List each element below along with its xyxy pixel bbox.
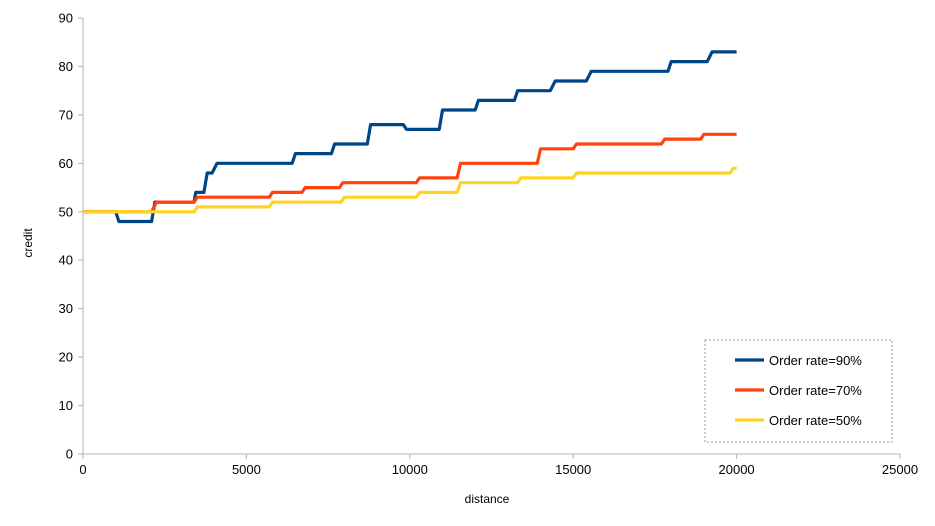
y-tick-label: 50	[59, 204, 73, 219]
series-line-1	[83, 50, 737, 224]
x-axis-ticks: 0 5000 10000 15000 20000 25000	[79, 454, 918, 477]
y-tick-label: 70	[59, 107, 73, 122]
y-tick-label: 10	[59, 398, 73, 413]
legend-label-1: Order rate=90%	[769, 353, 862, 368]
x-tick-label: 15000	[555, 462, 591, 477]
legend-items: Order rate=90% Order rate=70% Order rate=5…	[735, 353, 862, 428]
y-tick-label: 60	[59, 156, 73, 171]
y-tick-label: 30	[59, 301, 73, 316]
series-lines	[83, 50, 737, 224]
series-line-3	[83, 166, 737, 214]
x-tick-label: 20000	[719, 462, 755, 477]
y-axis-title: credit	[21, 228, 35, 258]
y-tick-label: 90	[59, 11, 73, 26]
plot-area: 0 10 20 30 40 50 60 70 80 90 0 5000 10000 15000 20000…	[59, 11, 919, 478]
legend-label-3: Order rate=50%	[769, 413, 862, 428]
y-tick-label: 20	[59, 350, 73, 365]
legend-label-2: Order rate=70%	[769, 383, 862, 398]
y-tick-label: 40	[59, 253, 73, 268]
y-tick-label: 80	[59, 59, 73, 74]
series-line-2	[83, 132, 737, 214]
x-tick-label: 5000	[232, 462, 261, 477]
legend: Order rate=90% Order rate=70% Order rate=5…	[704, 339, 893, 443]
x-axis-title: distance	[465, 492, 510, 506]
y-axis-ticks: 0 10 20 30 40 50 60 70 80 90	[59, 11, 83, 462]
x-tick-label: 25000	[882, 462, 918, 477]
x-tick-label: 0	[79, 462, 86, 477]
x-tick-label: 10000	[392, 462, 428, 477]
y-tick-label: 0	[66, 447, 73, 462]
